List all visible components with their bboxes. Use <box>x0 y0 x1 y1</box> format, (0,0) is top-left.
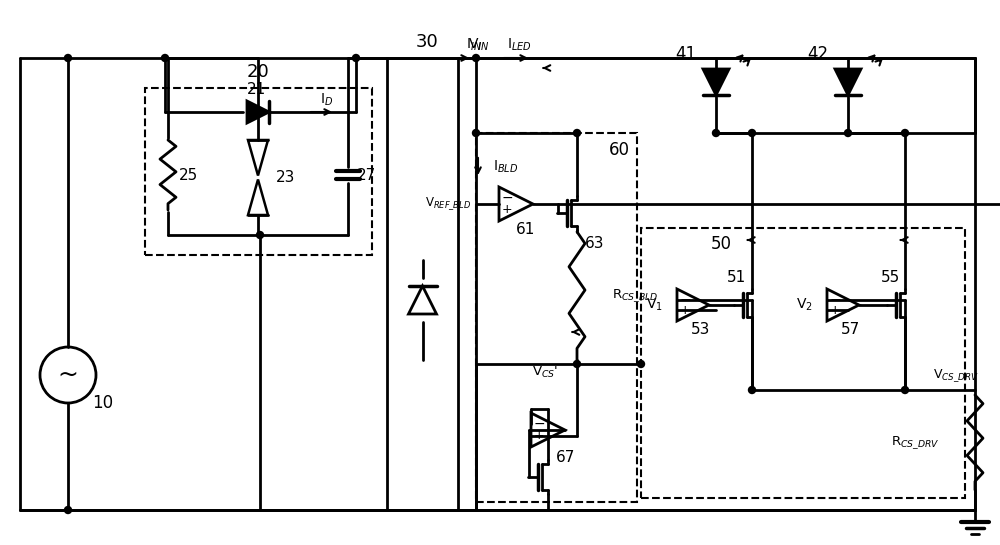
Circle shape <box>162 54 168 62</box>
Text: R$_{CS\_BLD}$: R$_{CS\_BLD}$ <box>612 288 659 304</box>
Polygon shape <box>247 101 269 123</box>
Circle shape <box>844 130 852 136</box>
Text: V$_{CS\_DRV}$: V$_{CS\_DRV}$ <box>933 368 979 384</box>
Text: 21: 21 <box>246 82 266 98</box>
Circle shape <box>574 360 580 367</box>
Polygon shape <box>531 413 565 447</box>
Text: +: + <box>830 304 840 317</box>
Text: −: − <box>501 191 513 205</box>
Circle shape <box>638 360 644 367</box>
Text: +: + <box>534 429 544 442</box>
Circle shape <box>64 54 72 62</box>
Text: 42: 42 <box>807 45 829 63</box>
Text: 63: 63 <box>585 235 605 251</box>
Text: 23: 23 <box>276 170 296 185</box>
Polygon shape <box>677 289 709 321</box>
Circle shape <box>473 54 480 62</box>
Text: 50: 50 <box>710 235 732 253</box>
Text: V$_1$: V$_1$ <box>646 297 663 313</box>
Bar <box>476 133 637 502</box>
Circle shape <box>902 386 908 393</box>
Text: −: − <box>829 293 841 307</box>
Text: 25: 25 <box>178 167 198 183</box>
Text: V$_{IN}$: V$_{IN}$ <box>468 37 490 53</box>
Polygon shape <box>835 69 861 95</box>
Text: −: − <box>533 417 545 431</box>
Bar <box>145 88 372 255</box>
Circle shape <box>256 232 264 239</box>
Circle shape <box>473 130 480 136</box>
Text: 57: 57 <box>841 322 861 336</box>
Circle shape <box>748 386 756 393</box>
Text: 27: 27 <box>356 167 376 183</box>
Text: 53: 53 <box>691 322 711 336</box>
Polygon shape <box>827 289 859 321</box>
Circle shape <box>64 506 72 513</box>
Text: V$_{CS}$': V$_{CS}$' <box>532 365 558 379</box>
Text: I$_{LED}$: I$_{LED}$ <box>507 37 531 53</box>
Polygon shape <box>703 69 729 95</box>
Text: I$_{IN}$: I$_{IN}$ <box>466 37 482 53</box>
Text: V$_2$: V$_2$ <box>796 297 813 313</box>
Text: V$_{REF\_BLD}$: V$_{REF\_BLD}$ <box>425 196 471 213</box>
Text: 67: 67 <box>556 450 576 464</box>
Polygon shape <box>499 187 533 221</box>
Bar <box>387 58 458 510</box>
Text: −: − <box>679 293 691 307</box>
Circle shape <box>352 54 360 62</box>
Text: I$_{BLD}$: I$_{BLD}$ <box>493 159 519 175</box>
Text: 61: 61 <box>516 221 536 237</box>
Circle shape <box>748 130 756 136</box>
Text: 20: 20 <box>247 63 270 81</box>
Text: I$_D$: I$_D$ <box>320 92 334 108</box>
Circle shape <box>574 130 580 136</box>
Text: ~: ~ <box>58 363 78 387</box>
Text: R$_{CS\_DRV}$: R$_{CS\_DRV}$ <box>891 434 940 451</box>
Text: +: + <box>502 203 512 216</box>
Text: 55: 55 <box>880 269 900 284</box>
Polygon shape <box>409 286 436 314</box>
Text: 41: 41 <box>675 45 697 63</box>
Text: +: + <box>680 304 690 317</box>
Text: 30: 30 <box>416 33 439 51</box>
Circle shape <box>712 130 720 136</box>
Text: 60: 60 <box>608 141 630 159</box>
Text: 51: 51 <box>727 269 747 284</box>
Bar <box>641 228 965 498</box>
Text: 10: 10 <box>92 394 114 412</box>
Circle shape <box>902 130 908 136</box>
